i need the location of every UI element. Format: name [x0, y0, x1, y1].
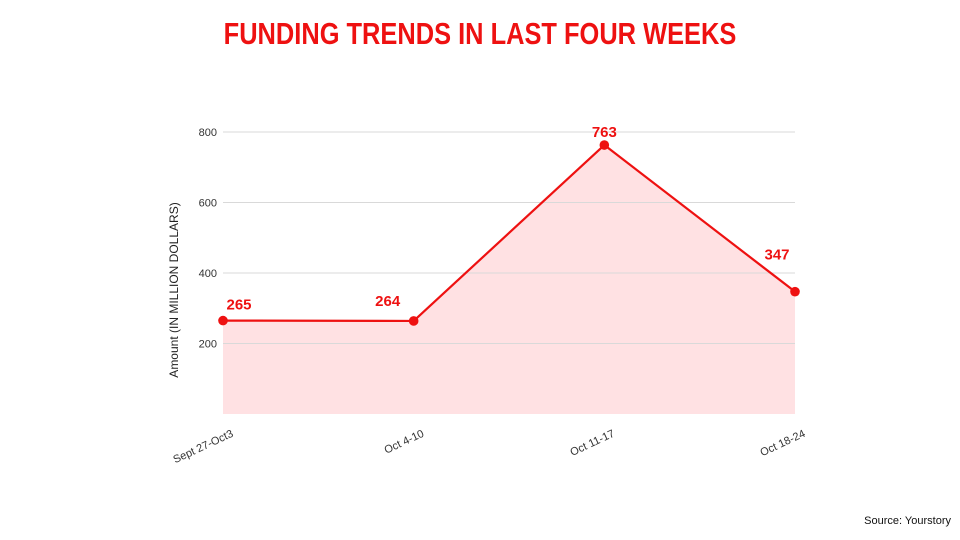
x-tick-label: Oct 4-10 — [383, 428, 426, 457]
x-tick-label: Sept 27-Oct3 — [171, 428, 235, 466]
data-label: 763 — [592, 124, 617, 141]
y-tick-label: 600 — [199, 198, 217, 210]
y-tick-label: 400 — [199, 268, 217, 280]
data-point — [408, 316, 419, 326]
chart-title: FUNDING TRENDS IN LAST FOUR WEEKS — [223, 16, 737, 51]
x-tick-label: Oct 18-24 — [758, 428, 807, 459]
data-label: 265 — [226, 297, 251, 314]
y-tick-label: 200 — [199, 339, 217, 351]
data-point — [790, 286, 800, 297]
series-line — [222, 143, 796, 323]
data-label: 264 — [375, 293, 401, 310]
x-tick-label: Oct 11-17 — [568, 428, 616, 459]
source-note: Source: Yourstory — [864, 515, 951, 527]
y-tick-label: 800 — [199, 127, 217, 139]
data-point — [599, 140, 610, 150]
data-label: 347 — [764, 247, 789, 264]
y-axis-label: Amount (IN MILLION DOLLARS) — [167, 202, 181, 377]
area-fill — [223, 145, 795, 415]
data-point — [218, 315, 228, 326]
